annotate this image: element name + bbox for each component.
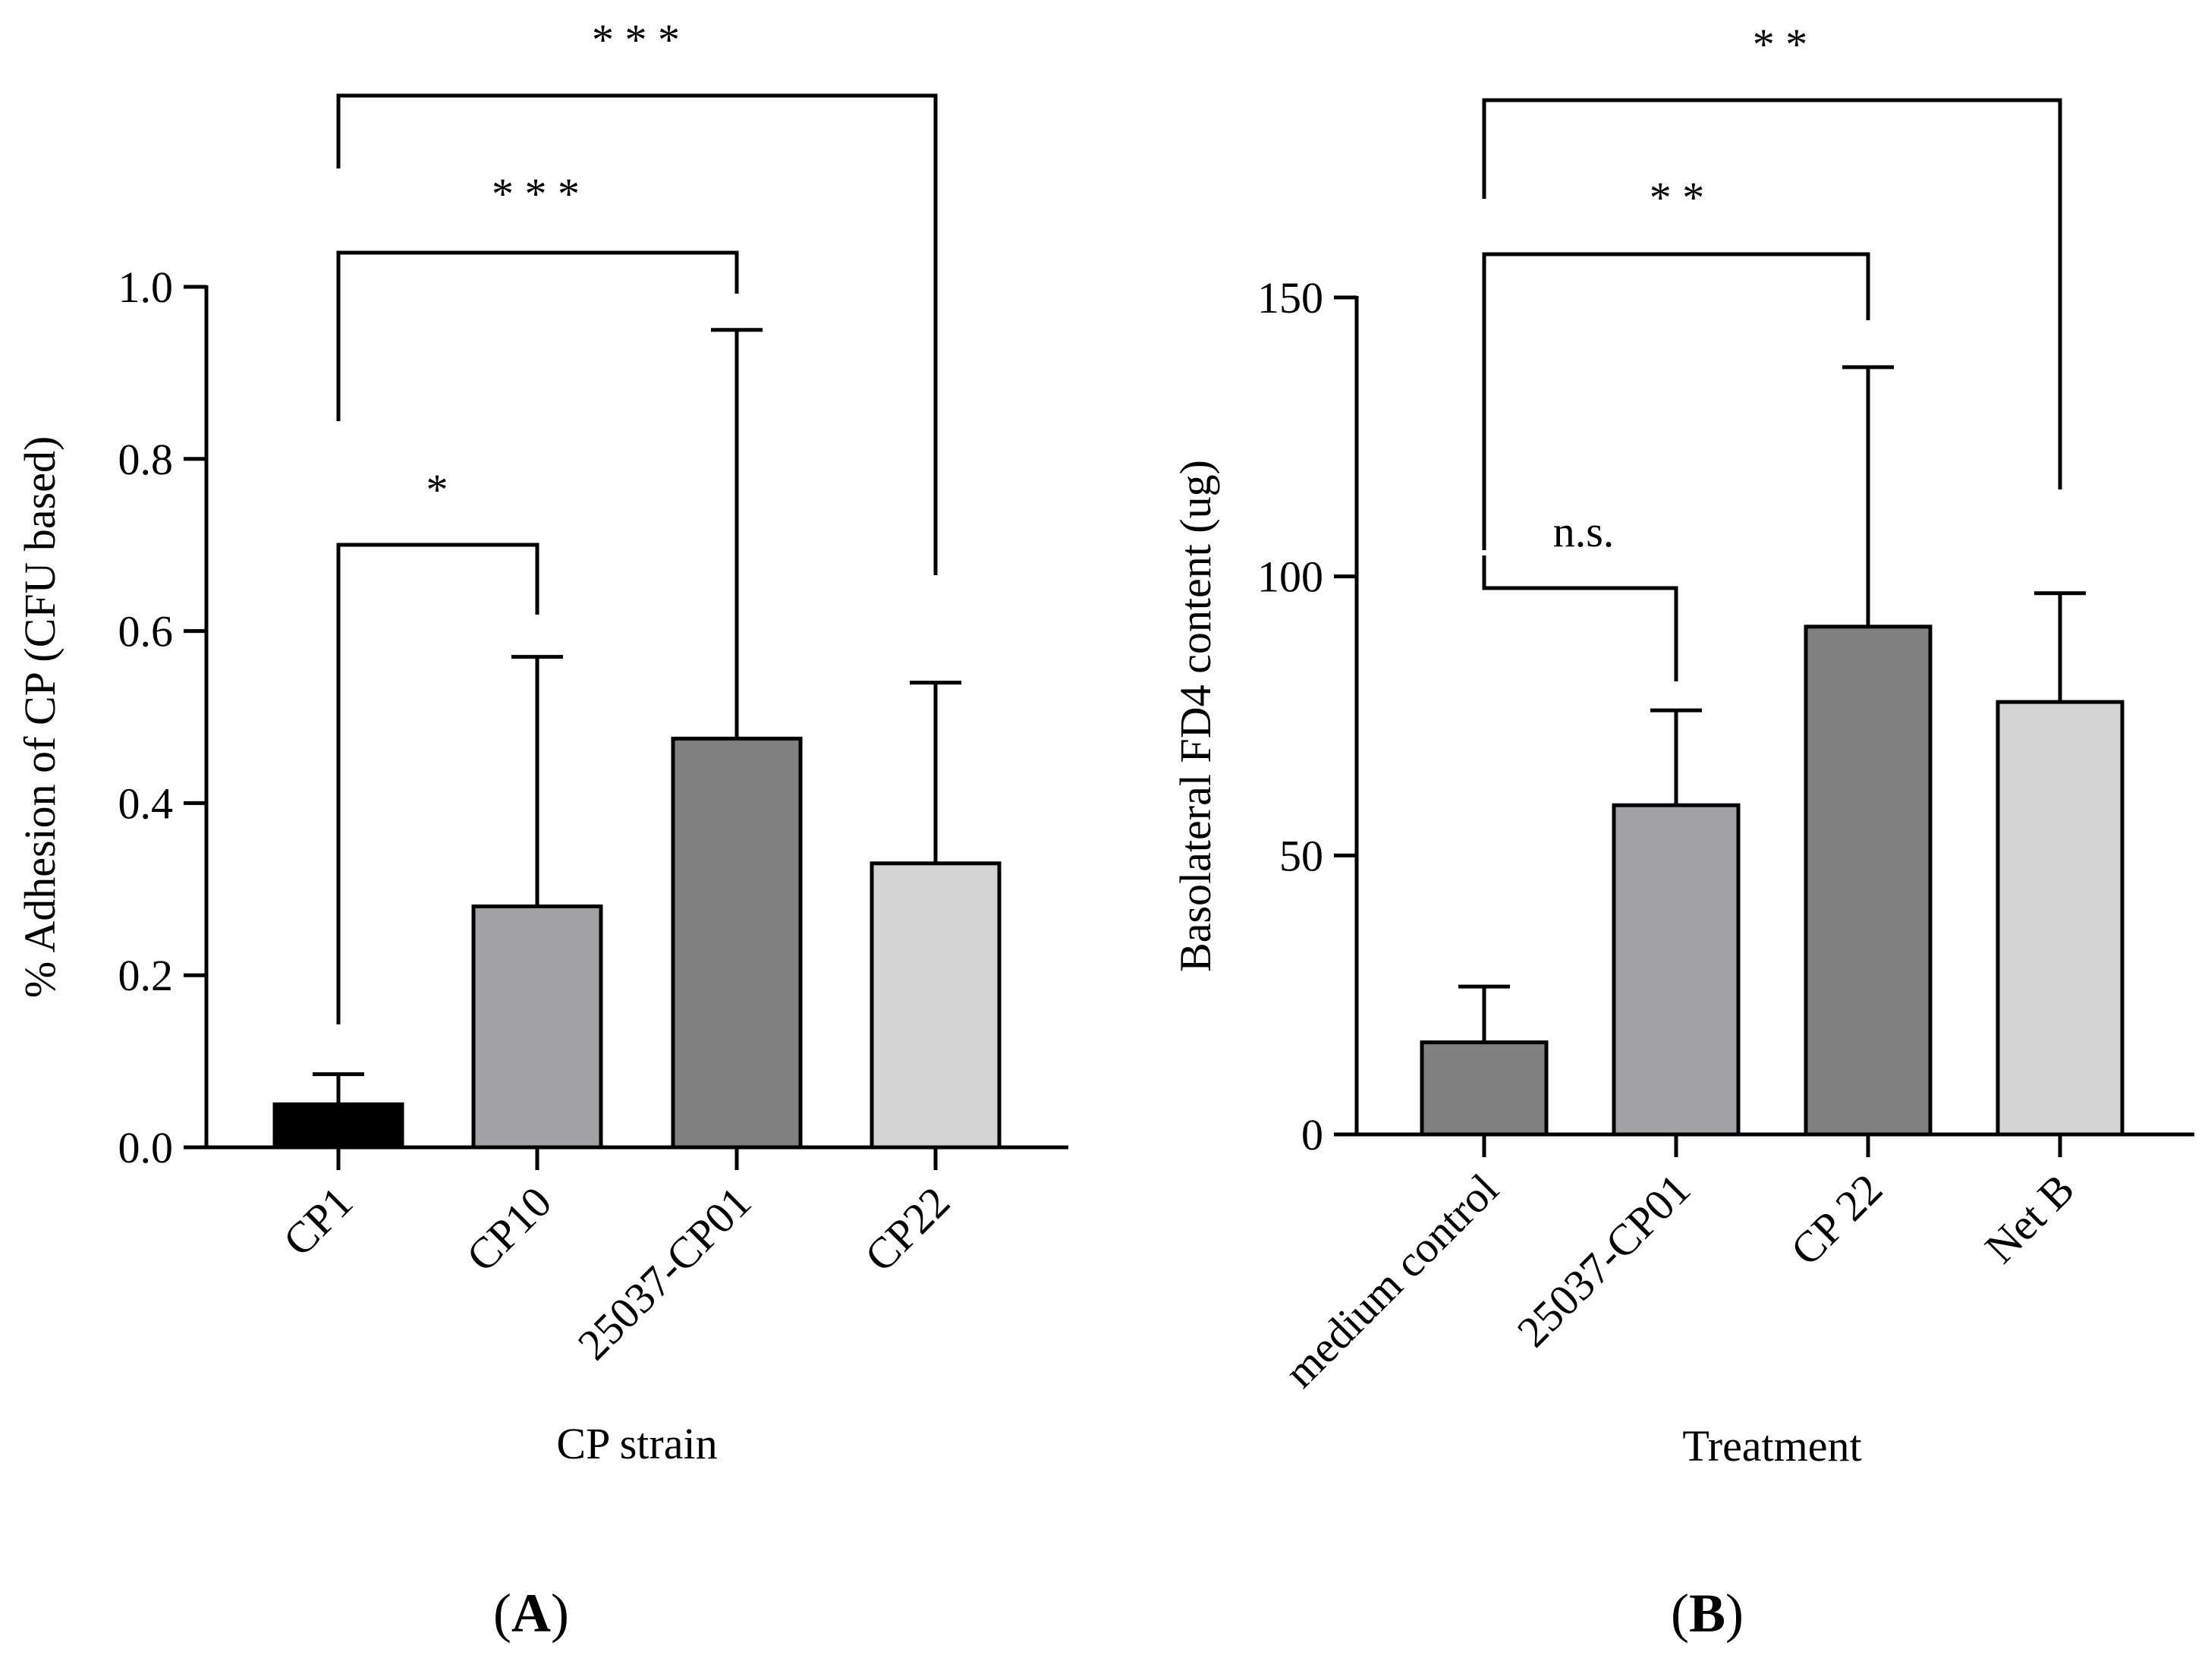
x-tick-label-1: CP1 [274, 1177, 363, 1266]
x-tick-label-3: 25037-CP01 [568, 1177, 760, 1369]
significance-label-2: * * * [492, 169, 580, 219]
significance-bracket-3 [1482, 98, 2062, 489]
x-tick-label-1: medium control [1275, 1164, 1508, 1397]
significance-bracket-2 [336, 250, 739, 421]
bar-2 [471, 904, 603, 1150]
y-tick-label-4: 150 [1257, 273, 1323, 322]
y-tick-label-5: 0.8 [118, 435, 174, 484]
significance-label-2: * * [1650, 173, 1705, 222]
bar-2 [1612, 803, 1741, 1137]
significance-label-3: * * * [592, 15, 680, 64]
y-tick-label-4: 0.6 [118, 607, 174, 656]
y-tick-label-6: 1.0 [118, 263, 174, 312]
y-tick-label-3: 0.4 [118, 779, 174, 828]
panel-label: (A) [493, 1583, 569, 1644]
significance-bracket-1 [336, 543, 539, 1024]
y-tick-label-1: 0 [1301, 1110, 1323, 1159]
bar-1 [272, 1102, 404, 1150]
x-tick-label-2: CP10 [457, 1177, 561, 1281]
significance-label-1: * [426, 465, 448, 514]
y-tick-label-2: 0.2 [118, 951, 174, 1000]
y-tick-label-3: 100 [1257, 552, 1323, 602]
x-axis-title: Treatment [1682, 1421, 1861, 1471]
significance-label-3: * * [1753, 20, 1808, 69]
x-tick-label-4: Net B [1975, 1164, 2084, 1273]
significance-label-1: n.s. [1553, 507, 1615, 556]
significance-bracket-1 [1482, 555, 1678, 681]
bar-3 [671, 736, 803, 1150]
bar-3 [1804, 624, 1933, 1137]
significance-bracket-3 [336, 93, 938, 575]
y-tick-label-2: 50 [1279, 831, 1323, 880]
y-axis-title: % Adhesion of CP (CFU based) [15, 436, 64, 999]
x-tick-label-2: 25037-CP01 [1508, 1164, 1700, 1356]
panel-b-chart: 0 50 100 150 medium control 25037-CP01 CP 22 Ne… [1171, 20, 2194, 1644]
y-axis-title: Basolateral FD4 content (ug) [1171, 460, 1220, 972]
x-tick-label-3: CP 22 [1781, 1164, 1892, 1275]
bar-4 [1996, 700, 2125, 1137]
panel-a-chart: 0.0 0.2 0.4 0.6 0.8 1.0 CP1 CP10 25037-CP01 CP22%… [15, 15, 1068, 1644]
panel-label: (B) [1671, 1583, 1744, 1644]
x-axis-title: CP strain [556, 1419, 717, 1468]
bar-4 [870, 861, 1002, 1150]
bar-1 [1420, 1040, 1549, 1137]
y-tick-label-1: 0.0 [118, 1123, 174, 1172]
significance-bracket-2 [1482, 252, 1870, 550]
x-tick-label-4: CP22 [855, 1177, 959, 1281]
